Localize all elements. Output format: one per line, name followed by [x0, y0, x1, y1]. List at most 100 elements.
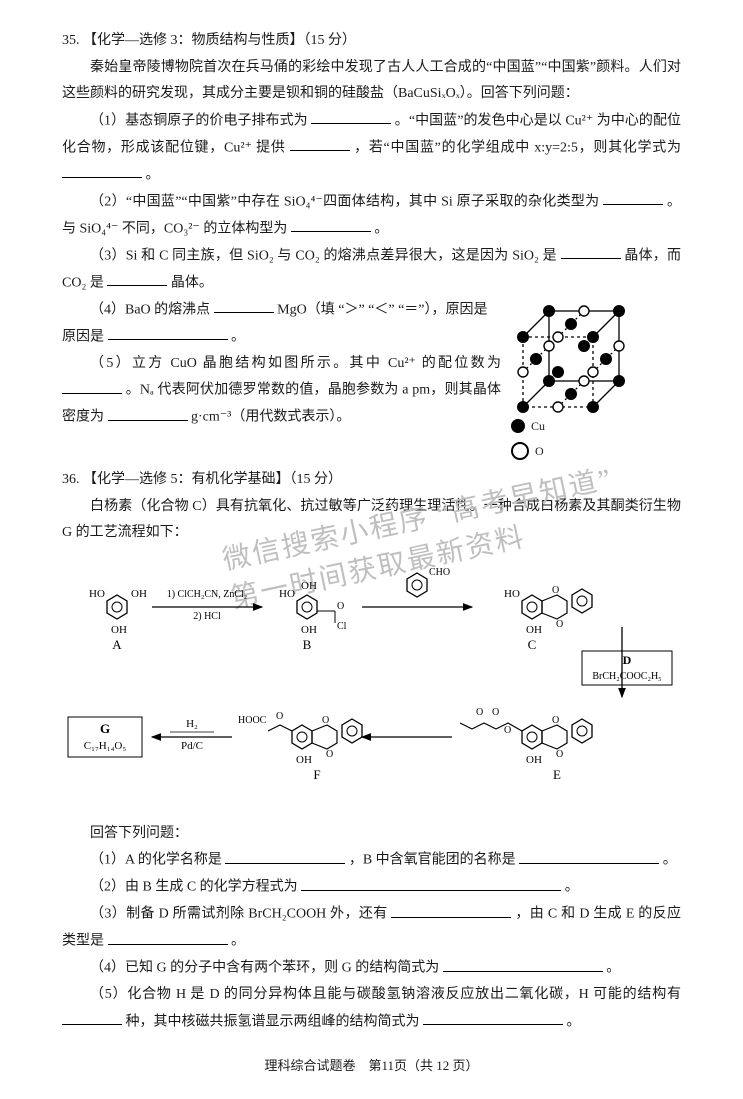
svg-text:O: O: [492, 707, 499, 718]
blank: [225, 847, 345, 863]
label-Gformula: C₁₇H₁₄O₅: [84, 740, 127, 752]
q35-intro: 秦始皇帝陵博物院首次在兵马俑的彩绘中发现了古人人工合成的“中国蓝”“中国紫”颜料…: [62, 55, 681, 108]
svg-text:OH: OH: [301, 580, 317, 592]
crystal-legend: Cu O: [511, 417, 681, 461]
q35-p4: （4）BaO 的熔沸点 MgO（填 “＞” “＜” “＝”），原因是原因是 。: [62, 297, 501, 351]
blank: [291, 216, 371, 232]
q36-p2-pre: （2）由 B 生成 C 的化学方程式为: [90, 880, 298, 895]
label-E: E: [553, 767, 561, 782]
q35-number: 35.: [62, 33, 80, 48]
o-dot-icon: [511, 442, 529, 460]
q35-p3: （3）Si 和 C 同主族，但 SiO₂ 与 CO₂ 的熔沸点差异很大，这是因为…: [62, 243, 681, 297]
q36-number: 36.: [62, 472, 80, 487]
svg-text:OH: OH: [526, 624, 542, 636]
q35-header: 35. 【化学—选修 3：物质结构与性质】（15 分）: [62, 28, 681, 55]
h2: H₂: [186, 718, 198, 730]
label-G: G: [100, 721, 110, 736]
svg-text:O: O: [504, 725, 511, 736]
step1: 1) ClCH₂CN, ZnCl₂: [167, 589, 248, 600]
svg-text:OH: OH: [301, 624, 317, 636]
q35-p1: （1）基态铜原子的价电子排布式为 。“中国蓝”的发色中心是以 Cu²⁺ 为中心的…: [62, 108, 681, 189]
label-F: F: [313, 767, 320, 782]
q36-p3-pre: （3）制备 D 所需试剂除 BrCH₂COOH 外，还有: [90, 907, 388, 922]
label-D: D: [623, 653, 632, 667]
q36-p1-mid: ，B 中含氧官能团的名称是: [349, 853, 516, 868]
o-label: O: [535, 442, 544, 461]
svg-text:HO: HO: [279, 588, 295, 600]
svg-text:O: O: [556, 749, 563, 760]
svg-text:O: O: [556, 619, 563, 630]
q35-figure-wrap: （4）BaO 的熔沸点 MgO（填 “＞” “＜” “＝”），原因是原因是 。 …: [62, 297, 681, 467]
svg-text:HO: HO: [89, 588, 105, 600]
svg-text:O: O: [326, 749, 333, 760]
blank: [108, 404, 188, 420]
q35-p1-pre: （1）基态铜原子的价电子排布式为: [90, 113, 308, 128]
cu-dot-icon: [511, 419, 525, 433]
q35-p4-pre: （4）BaO 的熔沸点: [90, 302, 210, 317]
q35-title: 【化学—选修 3：物质结构与性质】（15 分）: [83, 33, 356, 48]
svg-text:O: O: [552, 585, 559, 596]
q36-p1: （1）A 的化学名称是 ，B 中含氧官能团的名称是 。: [62, 847, 681, 874]
svg-text:O: O: [337, 601, 344, 612]
blank: [519, 847, 659, 863]
crystal-svg: [511, 297, 641, 417]
blank: [603, 189, 663, 205]
blank: [107, 270, 167, 286]
q36-p5-pre: （5）化合物 H 是 D 的同分异构体且能与碳酸氢钠溶液反应放出二氧化碳，H 可…: [90, 987, 681, 1002]
q35-p1-tail: 。: [146, 167, 160, 182]
svg-text:O: O: [276, 711, 283, 722]
reaction-scheme: HO OH OH A 1) ClCH₂CN, ZnCl₂ 2) HCl HO O…: [62, 557, 682, 817]
blank: [62, 377, 122, 393]
q36-p4: （4）已知 G 的分子中含有两个苯环，则 G 的结构简式为 。: [62, 955, 681, 982]
label-B: B: [303, 637, 312, 652]
svg-text:OH: OH: [296, 754, 312, 766]
blank: [290, 135, 350, 151]
crystal-figure: Cu O: [501, 297, 681, 467]
q35-p2: （2）“中国蓝”“中国紫”中存在 SiO₄⁴⁻四面体结构，其中 Si 原子采取的…: [62, 189, 681, 243]
q36-p5-tail: 。: [567, 1014, 581, 1029]
page-footer: 理科综合试题卷 第11页（共 12 页）: [62, 1054, 681, 1079]
q35-p2-pre: （2）“中国蓝”“中国紫”中存在 SiO₄⁴⁻四面体结构，其中 Si 原子采取的…: [90, 194, 599, 209]
svg-text:O: O: [322, 715, 329, 726]
step2: 2) HCl: [193, 611, 221, 622]
q35-p3-tail: 晶体。: [171, 275, 213, 290]
label-Dreag: BrCH₂COOC₂H₅: [592, 671, 661, 682]
q35-p3-pre: （3）Si 和 C 同主族，但 SiO₂ 与 CO₂ 的熔沸点差异很大，这是因为…: [90, 248, 557, 263]
blank: [423, 1009, 563, 1025]
cu-label: Cu: [531, 417, 545, 436]
blank: [561, 243, 621, 259]
q35-p5-tail: g·cm⁻³（用代数式表示）。: [191, 410, 350, 425]
q35-p5-pre: （5）立方 CuO 晶胞结构如图所示。其中 Cu²⁺ 的配位数为: [90, 356, 501, 371]
q36-p3-tail: 。: [231, 934, 245, 949]
q36-p5: （5）化合物 H 是 D 的同分异构体且能与碳酸氢钠溶液反应放出二氧化碳，H 可…: [62, 982, 681, 1036]
q36-intro: 白杨素（化合物 C）具有抗氧化、抗过敏等广泛药理生理活性。一种合成白杨素及其酮类…: [62, 494, 681, 547]
q35-p2-tail: 。: [374, 221, 388, 236]
blank: [108, 928, 228, 944]
q36-p2: （2）由 B 生成 C 的化学方程式为 。: [62, 874, 681, 901]
q36-title: 【化学—选修 5：有机化学基础】（15 分）: [83, 472, 342, 487]
svg-text:O: O: [552, 715, 559, 726]
q36-header: 36. 【化学—选修 5：有机化学基础】（15 分）: [62, 467, 681, 494]
q36-p1-pre: （1）A 的化学名称是: [90, 853, 222, 868]
blank: [108, 324, 228, 340]
blank: [391, 901, 511, 917]
q36-p4-tail: 。: [606, 961, 620, 976]
cho: CHO: [429, 567, 450, 578]
pd: Pd/C: [181, 740, 203, 752]
q35-p4-mid: MgO（填 “＞” “＜” “＝”），原因是: [277, 302, 487, 317]
blank: [62, 1009, 122, 1025]
blank: [311, 108, 391, 124]
q36-p3: （3）制备 D 所需试剂除 BrCH₂COOH 外，还有 ，由 C 和 D 生成…: [62, 901, 681, 955]
q36-q-label: 回答下列问题：: [62, 821, 681, 848]
label-A: A: [112, 637, 122, 652]
blank: [214, 297, 274, 313]
svg-text:O: O: [476, 707, 483, 718]
blank: [443, 955, 603, 971]
svg-text:HOOC: HOOC: [238, 715, 267, 726]
svg-text:OH: OH: [131, 588, 147, 600]
svg-text:Cl: Cl: [337, 621, 347, 632]
q35-text-col: （4）BaO 的熔沸点 MgO（填 “＞” “＜” “＝”），原因是原因是 。 …: [62, 297, 501, 467]
q35-p1-m2: ，若“中国蓝”的化学组成中 x:y=2:5，则其化学式为: [354, 140, 681, 155]
q35-p4-tail: 。: [231, 329, 245, 344]
svg-text:OH: OH: [526, 754, 542, 766]
